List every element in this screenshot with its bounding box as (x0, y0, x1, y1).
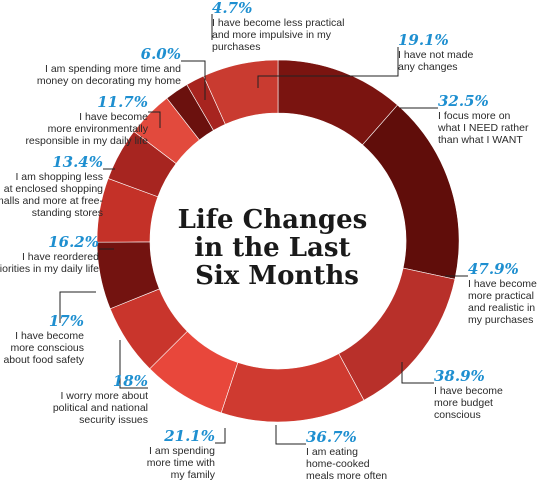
segment-description-line: I have become (79, 111, 148, 123)
leader-line-4 (275, 425, 306, 445)
segment-description-line: conscious (434, 409, 481, 421)
segment-description-line: I focus more on (438, 110, 511, 122)
segment-description-line: responsible in my daily life (25, 135, 148, 147)
segment-value-label: 4.7% (212, 0, 252, 17)
leader-line-3 (401, 362, 434, 384)
segment-description-line: more practical (468, 290, 534, 302)
segment-description-line: and realistic in (468, 302, 535, 314)
leader-line-11 (181, 60, 206, 100)
segment-description-line: what I NEED rather (437, 122, 529, 134)
segment-description-line: I am eating (306, 446, 358, 458)
segment-value-label: 36.7% (306, 428, 357, 446)
segment-value-label: 17% (49, 312, 84, 330)
segment-description-line: I have become less practical (212, 17, 344, 29)
segment-description-line: political and national (53, 402, 148, 414)
segment-value-label: 38.9% (434, 367, 485, 385)
segment-description-line: I am spending more time and (45, 63, 181, 75)
segment-value-label: 21.1% (163, 427, 215, 445)
donut-ring (96, 59, 460, 423)
segment-description-line: about food safety (3, 354, 84, 366)
segment-description-line: more time with (147, 457, 215, 469)
segment-description-line: I have become (468, 278, 537, 290)
leader-line-7 (59, 291, 96, 323)
segment-description-line: at enclosed shopping (4, 183, 103, 195)
segment-description-line: I have reordered (22, 251, 99, 263)
segment-description-line: home-cooked (306, 458, 370, 470)
segment-description-line: more budget (434, 397, 493, 409)
segment-description-line: I have become (15, 330, 84, 342)
segment-description-line: and more impulsive in my (212, 29, 332, 41)
segment-description-line: I have become (434, 385, 503, 397)
leader-line-10 (148, 111, 161, 128)
segment-description-line: more conscious (10, 342, 84, 354)
segment-description-line: I worry more about (60, 390, 148, 402)
segment-description-line: I have not made (398, 49, 473, 61)
segment-description-line: my purchases (468, 314, 533, 326)
segment-value-label: 11.7% (97, 93, 148, 111)
segment-value-label: 6.0% (141, 45, 181, 63)
segment-description-line: priorities in my daily life (0, 263, 99, 275)
segment-description-line: purchases (212, 41, 260, 53)
segment-description-line: malls and more at free- (0, 195, 103, 207)
donut-segment-4 (220, 353, 365, 423)
chart-title: Life Changes in the Last Six Months (178, 205, 377, 291)
segment-description-line: I am spending (149, 445, 215, 457)
leader-lines (59, 14, 468, 445)
leader-line-13 (257, 47, 399, 88)
leader-line-5 (215, 428, 226, 444)
segment-description-line: I am shopping less (15, 171, 103, 183)
chart-title-line-2: in the Last (194, 233, 350, 263)
segment-description-line: money on decorating my home (37, 75, 181, 87)
segment-description-line: than what I WANT (438, 134, 523, 146)
segment-description-line: more environmentally (48, 123, 149, 135)
segment-value-label: 13.4% (52, 153, 103, 171)
segment-value-label: 19.1% (398, 31, 449, 49)
segment-value-label: 16.2% (48, 233, 99, 251)
segment-description-line: my family (171, 469, 216, 481)
segment-description-line: any changes (398, 61, 458, 73)
segment-value-label: 47.9% (468, 260, 519, 278)
segment-description-line: standing stores (32, 207, 103, 219)
leader-line-6 (119, 340, 148, 389)
segment-description-line: meals more often (306, 470, 387, 481)
segment-description-line: security issues (79, 414, 148, 426)
chart-title-line-1: Life Changes (178, 205, 368, 235)
segment-value-label: 32.5% (438, 92, 489, 110)
segment-value-label: 18% (113, 372, 148, 390)
chart-title-line-3: Six Months (195, 261, 359, 291)
